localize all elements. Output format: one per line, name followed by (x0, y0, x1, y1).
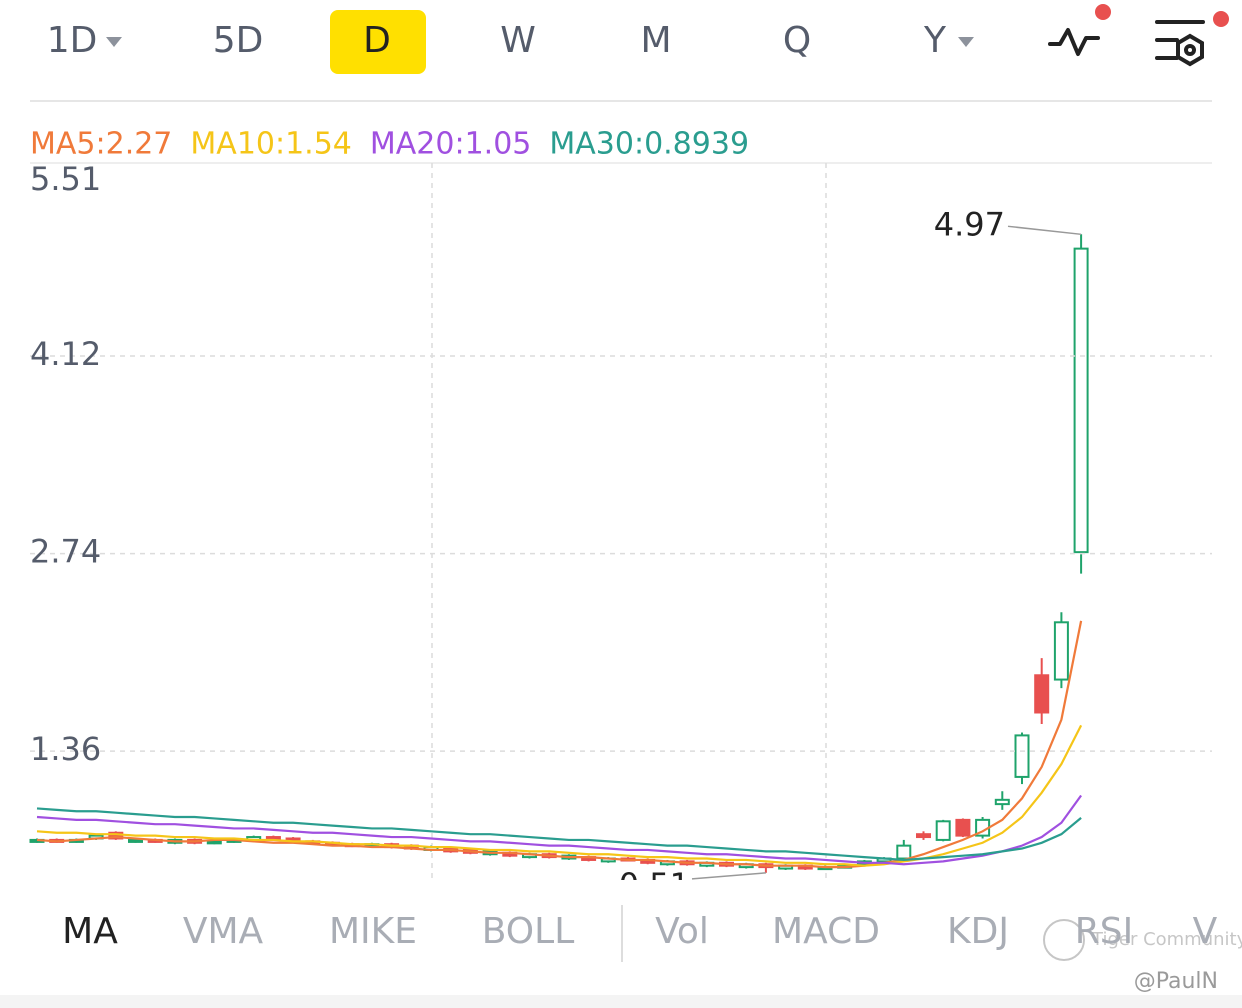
candle-body (896, 844, 912, 860)
annotation-line (691, 872, 766, 880)
y-tick-label: 2.74 (30, 533, 101, 571)
low-annotation: 0.51 (619, 866, 690, 904)
dropdown-arrow[interactable] (106, 37, 122, 47)
period-tab[interactable]: 5D (213, 20, 264, 61)
watermark: Tiger Community (1043, 919, 1242, 961)
candle-body (955, 818, 971, 837)
badge (1095, 4, 1111, 20)
candle-body (1034, 674, 1050, 714)
y-tick-label: 1.36 (30, 730, 101, 768)
dropdown-arrow[interactable] (958, 37, 974, 47)
settings-icon[interactable] (1155, 20, 1205, 67)
candle-body (935, 820, 951, 841)
indicator-tab[interactable]: V (1193, 911, 1218, 952)
candle-body (206, 840, 222, 845)
indicator-tab[interactable]: VMA (183, 911, 264, 952)
y-tick-label: 5.51 (30, 160, 101, 198)
ma-line (36, 620, 1083, 869)
candle-body (1014, 734, 1030, 778)
period-tab[interactable]: Q (783, 20, 811, 61)
y-tick-label: 4.12 (30, 335, 101, 373)
legend-entry: MA10:1.54 (190, 127, 351, 162)
legend-entry: MA30:0.8939 (549, 127, 749, 162)
candle-body (916, 833, 931, 839)
indicator-tab[interactable]: MIKE (329, 911, 417, 952)
period-tab[interactable]: Y (923, 20, 947, 61)
ma-line (36, 807, 1082, 862)
indicator-tab[interactable]: MACD (772, 911, 880, 952)
legend-entry: MA20:1.05 (370, 127, 531, 162)
period-tab[interactable]: M (640, 20, 671, 61)
candle-body (265, 836, 281, 841)
badge (1213, 11, 1229, 27)
candle-body (1073, 247, 1089, 554)
high-annotation: 4.97 (934, 205, 1005, 243)
indicator-tab[interactable]: Vol (655, 911, 709, 952)
indicator-icon[interactable] (1048, 28, 1100, 56)
candle-body (994, 798, 1010, 806)
indicator-tab[interactable]: BOLL (482, 911, 575, 952)
candle-body (1053, 621, 1069, 681)
watermark-brand: Tiger Community (1091, 929, 1242, 950)
plot: 4.97 0.51 (29, 205, 1089, 904)
selected-tab-bg (330, 10, 426, 74)
legend-entry: MA5:2.27 (30, 127, 172, 162)
indicator-tab[interactable]: RSI (1075, 911, 1133, 952)
indicator-tab[interactable]: MA (62, 911, 118, 952)
bottom-bar (0, 995, 1242, 1008)
period-tab[interactable]: W (500, 20, 536, 61)
ma-line (36, 794, 1082, 866)
indicator-tab[interactable]: KDJ (947, 911, 1009, 952)
annotation-line (1007, 225, 1082, 236)
watermark-user: @PaulN (1134, 969, 1218, 994)
candle-body (128, 838, 143, 843)
ma-line (36, 724, 1083, 867)
period-tab[interactable]: D (363, 20, 391, 61)
period-tab[interactable]: 1D (47, 20, 98, 61)
